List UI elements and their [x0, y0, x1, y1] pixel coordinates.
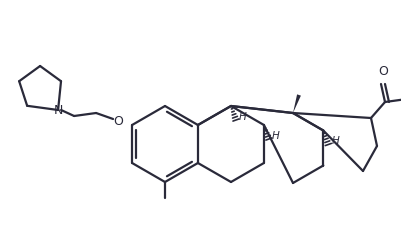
Text: O: O — [113, 114, 123, 127]
Text: H: H — [272, 131, 279, 140]
Text: H: H — [331, 136, 339, 146]
Polygon shape — [293, 95, 301, 114]
Text: H: H — [239, 112, 247, 121]
Text: N: N — [53, 103, 63, 116]
Text: O: O — [378, 65, 388, 78]
